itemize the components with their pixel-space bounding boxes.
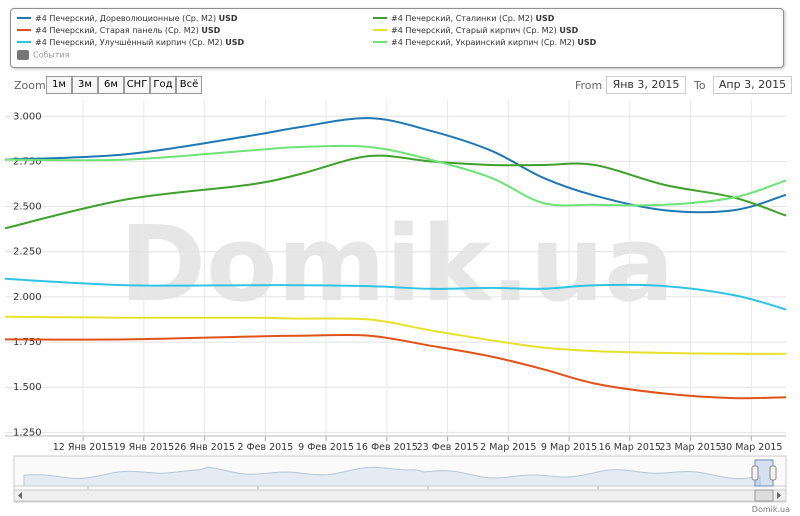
x-tick-label: 30 Мар 2015 <box>720 442 782 453</box>
y-tick-label: 2.750 <box>13 156 42 167</box>
series-line-6 <box>4 144 787 207</box>
legend-unit: USD <box>577 38 597 47</box>
legend-unit: USD <box>218 14 238 23</box>
series-group <box>4 117 787 400</box>
legend-unit: USD <box>535 14 555 23</box>
y-tick-label: 1.250 <box>13 427 42 438</box>
legend-unit: USD <box>225 38 245 47</box>
y-tick-label: 2.250 <box>13 247 42 258</box>
series-line-5 <box>4 277 787 311</box>
legend-text: #4 Печерский, Старый кирпич (Ср. М2) <box>391 26 557 35</box>
scrollbar-thumb[interactable] <box>754 489 774 502</box>
x-tick-label: 12 Янв 2015 <box>53 442 114 453</box>
zoom-button-1m[interactable]: 1м <box>46 76 72 94</box>
zoom-button-year[interactable]: Год <box>150 76 176 94</box>
series-line-1 <box>4 117 787 214</box>
legend-item-uluchshenny-kirpich[interactable]: #4 Печерский, Улучшённый кирпич (Ср. М2)… <box>17 38 244 47</box>
x-tick-label: 9 Фев 2015 <box>298 442 354 453</box>
legend-text: #4 Печерский, Сталинки (Ср. М2) <box>391 14 533 23</box>
y-tick-label: 3.000 <box>13 111 42 122</box>
legend-text: #4 Печерский, Улучшённый кирпич (Ср. М2) <box>35 38 223 47</box>
legend: #4 Печерский, Дореволюционные (Ср. М2) U… <box>10 8 784 68</box>
legend-swatch <box>17 40 31 43</box>
zoom-label: Zoom <box>14 79 46 92</box>
x-tick-label: 19 Янв 2015 <box>113 442 174 453</box>
navigator[interactable]: 2008201020122014 <box>13 455 787 503</box>
series-line-3 <box>4 333 787 400</box>
y-axis: 1.250 1.500 1.750 2.000 2.250 2.500 2.750 3.000 <box>13 111 42 438</box>
legend-text: #4 Печерский, Украинский кирпич (Ср. М2) <box>391 38 575 47</box>
legend-text: #4 Печерский, Дореволюционные (Ср. М2) <box>35 14 217 23</box>
zoom-button-3m[interactable]: 3м <box>72 76 98 94</box>
zoom-button-all[interactable]: Всё <box>176 76 202 94</box>
from-date-input[interactable]: Янв 3, 2015 <box>606 76 686 94</box>
x-tick-label: 9 Мар 2015 <box>541 442 597 453</box>
to-label: To <box>694 79 706 92</box>
legend-unit: USD <box>559 26 579 35</box>
navigator-handle-right[interactable] <box>769 465 777 481</box>
y-tick-label: 1.500 <box>13 382 42 393</box>
x-axis: 12 Янв 2015 19 Янв 2015 26 Янв 2015 2 Фев 2… <box>5 435 786 453</box>
x-tick-label: 16 Мар 2015 <box>599 442 661 453</box>
x-tick-label: 2 Мар 2015 <box>480 442 536 453</box>
scrollbar-right-arrow-icon[interactable] <box>777 492 781 499</box>
events-label: События <box>33 50 70 60</box>
x-tick-label: 16 Фев 2015 <box>356 442 418 453</box>
navigator-handle-left[interactable] <box>751 465 759 481</box>
series-line-4 <box>4 315 787 355</box>
navigator-area <box>23 466 761 487</box>
scrollbar-left-arrow-icon[interactable] <box>18 492 22 499</box>
legend-swatch <box>17 28 31 31</box>
legend-swatch <box>373 16 387 19</box>
legend-unit: USD <box>201 26 221 35</box>
y-tick-label: 1.750 <box>13 337 42 348</box>
legend-swatch <box>373 28 387 31</box>
legend-item-ukrainsky-kirpich[interactable]: #4 Печерский, Украинский кирпич (Ср. М2)… <box>373 38 596 47</box>
x-tick-label: 26 Янв 2015 <box>174 442 235 453</box>
legend-item-dorevolyutsionnye[interactable]: #4 Печерский, Дореволюционные (Ср. М2) U… <box>17 14 238 23</box>
zoom-button-ytd[interactable]: СНГ <box>124 76 150 94</box>
zoom-button-6m[interactable]: 6м <box>98 76 124 94</box>
legend-item-events[interactable]: События <box>17 50 69 60</box>
grid <box>5 100 786 436</box>
y-tick-label: 2.000 <box>13 292 42 303</box>
watermark: Domik.ua <box>120 203 675 325</box>
legend-item-stalinki[interactable]: #4 Печерский, Сталинки (Ср. М2) USD <box>373 14 554 23</box>
events-swatch <box>17 50 29 60</box>
legend-text: #4 Печерский, Старая панель (Ср. М2) <box>35 26 199 35</box>
legend-swatch <box>17 16 31 19</box>
x-tick-label: 2 Фев 2015 <box>237 442 293 453</box>
from-label: From <box>575 79 603 92</box>
x-tick-label: 23 Мар 2015 <box>659 442 721 453</box>
to-date-input[interactable]: Апр 3, 2015 <box>713 76 792 94</box>
series-line-2 <box>4 154 787 230</box>
scrollbar-track <box>13 489 787 502</box>
legend-item-stary-kirpich[interactable]: #4 Печерский, Старый кирпич (Ср. М2) USD <box>373 26 578 35</box>
legend-swatch <box>373 40 387 43</box>
y-tick-label: 2.500 <box>13 202 42 213</box>
credit: Domik.ua <box>751 505 790 514</box>
legend-item-staraya-panel[interactable]: #4 Печерский, Старая панель (Ср. М2) USD <box>17 26 220 35</box>
x-tick-label: 23 Фев 2015 <box>417 442 479 453</box>
